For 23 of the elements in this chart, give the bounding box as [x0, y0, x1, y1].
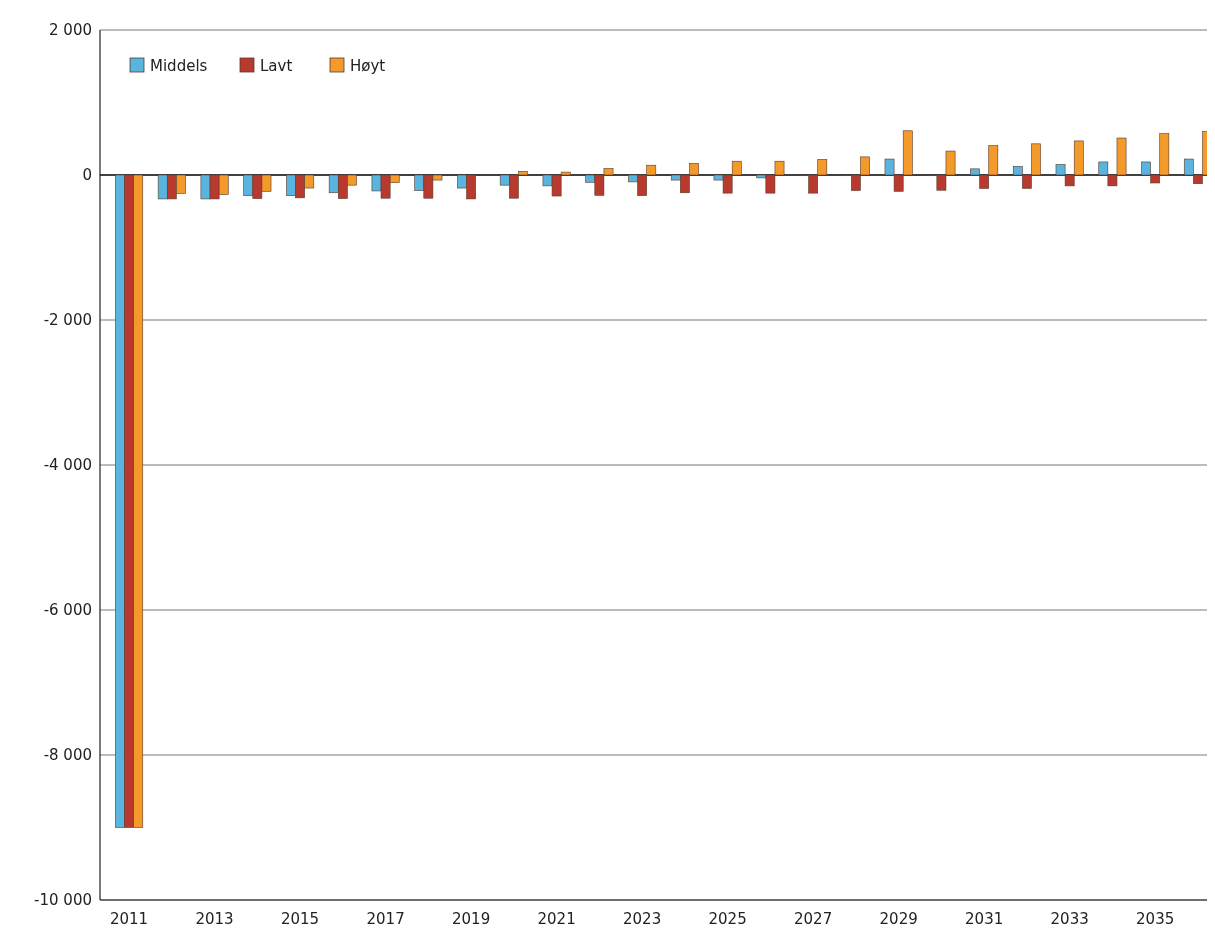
x-tick-label: 2031: [965, 910, 1004, 928]
y-tick-label: -2 000: [43, 311, 92, 330]
y-tick-label: 0: [82, 166, 92, 185]
x-tick-label: 2025: [708, 910, 747, 928]
x-tick-label: 2015: [281, 910, 320, 928]
x-tick-label: 2021: [537, 910, 576, 928]
y-tick-label: 2 000: [49, 21, 92, 40]
x-tick-label: 2033: [1050, 910, 1089, 928]
x-tick-label: 2035: [1136, 910, 1175, 928]
x-tick-label: 2017: [366, 910, 405, 928]
x-tick-label: 2019: [452, 910, 491, 928]
legend-label: Høyt: [350, 57, 386, 76]
legend-label: Middels: [150, 57, 208, 76]
y-tick-label: -8 000: [43, 746, 92, 765]
y-tick-label: -6 000: [43, 601, 92, 620]
x-tick-label: 2023: [623, 910, 662, 928]
x-tick-label: 2029: [879, 910, 918, 928]
x-tick-label: 2013: [195, 910, 234, 928]
y-tick-label: -10 000: [34, 891, 92, 910]
x-tick-label: 2027: [794, 910, 833, 928]
y-tick-label: -4 000: [43, 456, 92, 475]
legend-label: Lavt: [260, 57, 293, 76]
x-tick-label: 2011: [109, 910, 149, 928]
